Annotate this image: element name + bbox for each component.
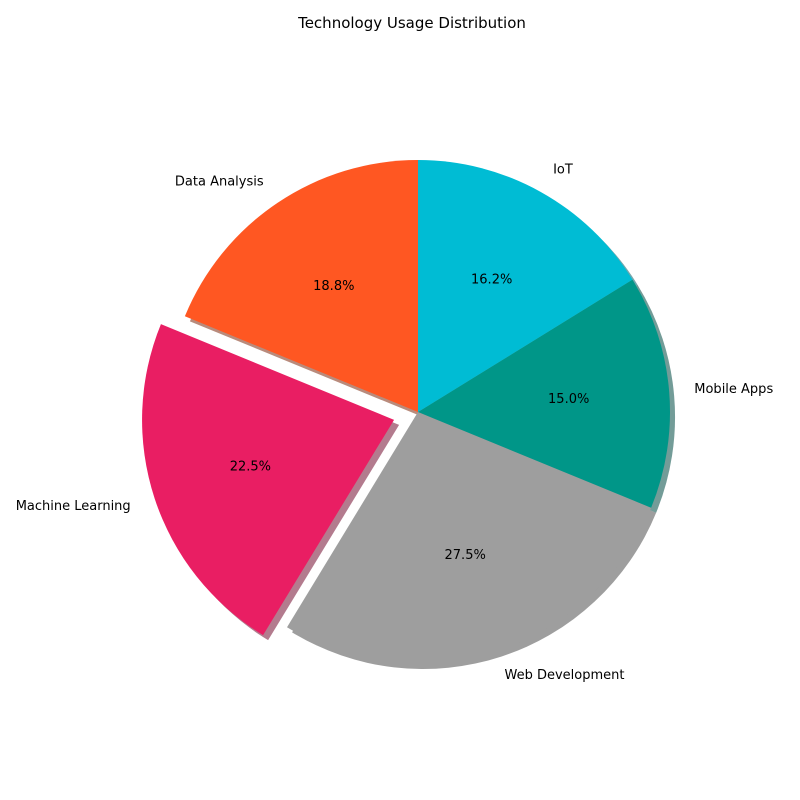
slice-label-iot: IoT (553, 162, 573, 177)
pie-slice-machine-learning (142, 324, 395, 636)
slice-percent-iot: 16.2% (471, 272, 512, 287)
slice-percent-machine-learning: 22.5% (230, 460, 271, 475)
pie-slice-iot (418, 160, 633, 412)
slice-percent-mobile-apps: 15.0% (548, 392, 589, 407)
slice-label-machine-learning: Machine Learning (16, 499, 131, 514)
label-layer: Data Analysis 18.8% Machine Learning 22.5% W… (16, 162, 774, 682)
slice-label-data-analysis: Data Analysis (175, 174, 264, 189)
slice-label-web-development: Web Development (504, 668, 624, 683)
slice-layer (142, 160, 670, 665)
slice-percent-web-development: 27.5% (445, 548, 486, 563)
pie-slice-data-analysis (184, 160, 418, 412)
chart-title: Technology Usage Distribution (297, 14, 526, 32)
pie-slice-web-development (287, 412, 652, 665)
slice-label-mobile-apps: Mobile Apps (694, 382, 773, 397)
slice-percent-data-analysis: 18.8% (313, 279, 354, 294)
pie-slice-mobile-apps (418, 279, 670, 508)
